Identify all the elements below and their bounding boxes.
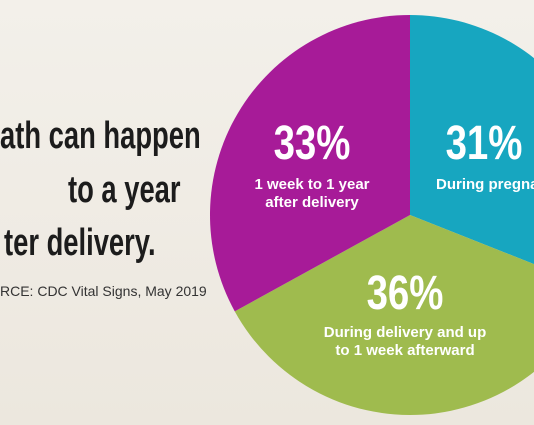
headline-line: ter delivery. — [4, 222, 156, 264]
slice-value-label: 36% — [366, 267, 444, 320]
headline-line: ath can happen — [0, 115, 201, 157]
slice-value-label: 33% — [273, 117, 351, 170]
slice-label: During pregna — [436, 176, 534, 193]
slice-label: During delivery and up to 1 week afterwa… — [323, 324, 487, 359]
slice-label: 1 week to 1 year after delivery — [254, 176, 370, 211]
pie-slice — [210, 15, 410, 312]
slice-value-label: 31% — [445, 117, 523, 170]
pie-slice — [410, 15, 534, 265]
pie-slice — [234, 215, 534, 415]
source-note: RCE: CDC Vital Signs, May 2019 — [0, 283, 207, 299]
headline-line: to a year — [68, 169, 181, 211]
